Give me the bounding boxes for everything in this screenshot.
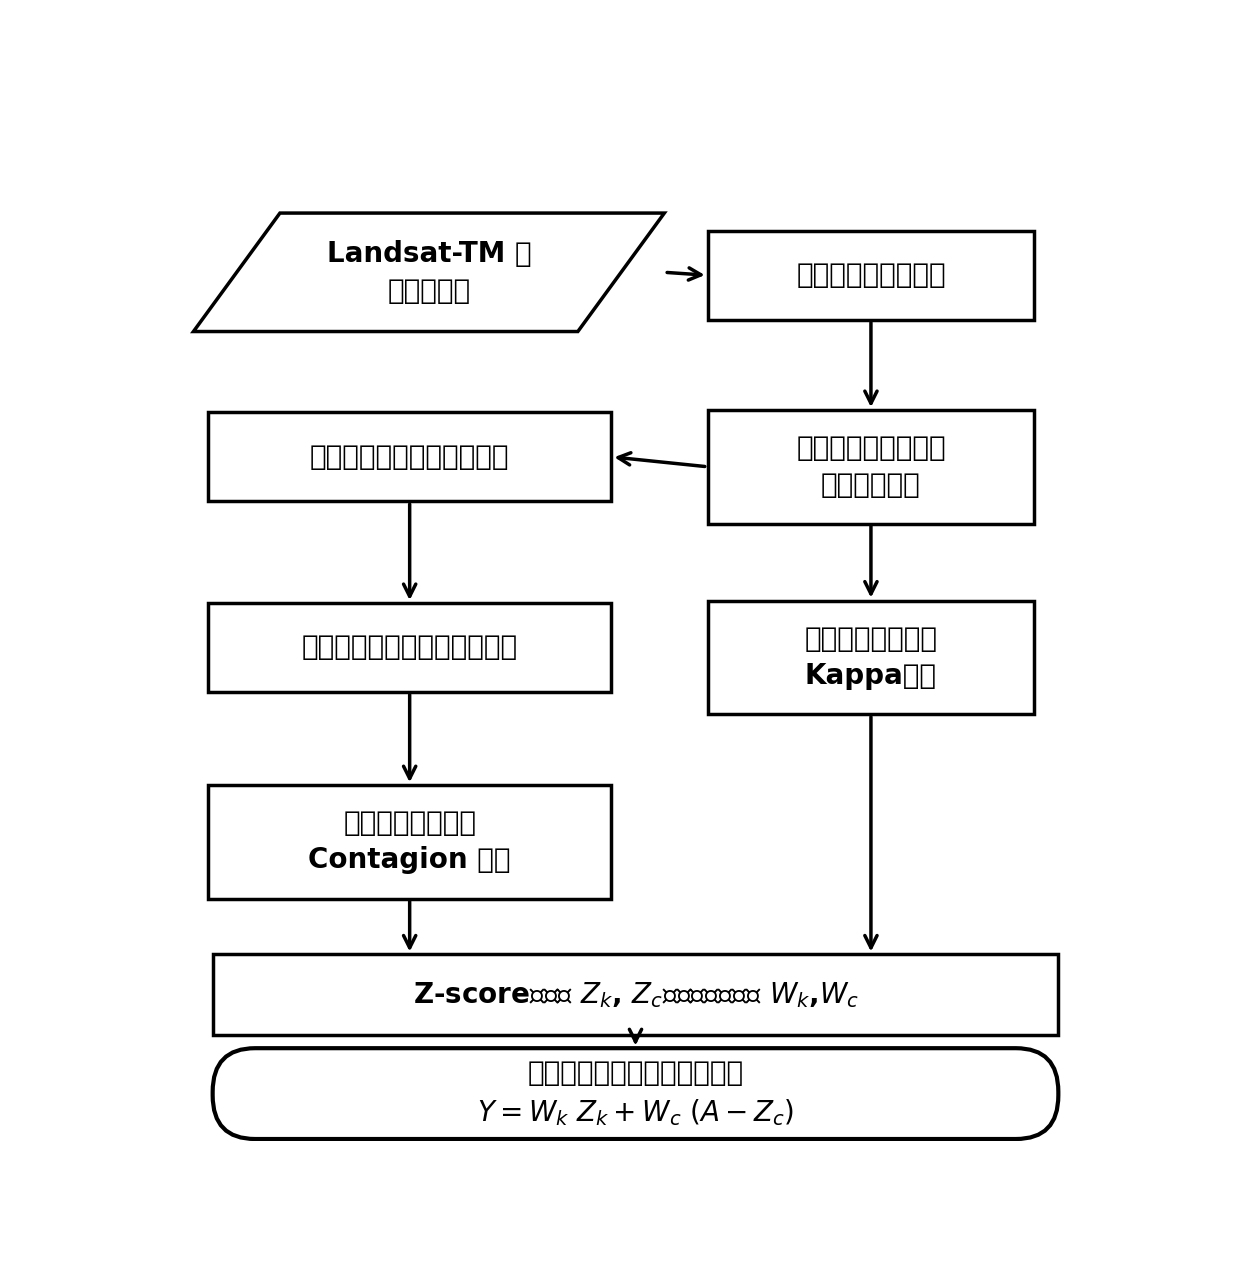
Bar — [208, 603, 611, 692]
Bar — [708, 600, 1034, 714]
Text: 土地利用变化模拟误差分布图: 土地利用变化模拟误差分布图 — [301, 633, 518, 662]
FancyBboxPatch shape — [213, 1049, 1058, 1138]
Bar — [208, 785, 611, 899]
Bar — [708, 231, 1034, 319]
Bar — [213, 954, 1058, 1036]
Text: Landsat-TM 遥
感影像数据: Landsat-TM 遥 感影像数据 — [326, 240, 531, 305]
Bar — [208, 413, 611, 501]
Text: 土地利用变化交叉分类图像: 土地利用变化交叉分类图像 — [310, 442, 510, 470]
Text: 计算精度评价指标
Contagion 指数: 计算精度评价指标 Contagion 指数 — [309, 809, 511, 874]
Text: 构建模拟精度的耦合评价模型
$Y = W_k\ Z_k + W_c\ (A - Z_c)$: 构建模拟精度的耦合评价模型 $Y = W_k\ Z_k + W_c\ (A - … — [477, 1059, 794, 1128]
Text: 计算精度评价指标
Kappa系数: 计算精度评价指标 Kappa系数 — [805, 624, 937, 690]
Text: 土地利用变化分类图: 土地利用变化分类图 — [796, 262, 946, 290]
Text: 基于元胞自动机土地
利用变化模拟: 基于元胞自动机土地 利用变化模拟 — [796, 435, 946, 499]
Text: Z-score标准化 $Z_k$, $Z_c$并计算指标权重 $W_k$,$W_c$: Z-score标准化 $Z_k$, $Z_c$并计算指标权重 $W_k$,$W_… — [413, 979, 858, 1010]
Bar — [708, 410, 1034, 523]
Polygon shape — [193, 213, 665, 332]
